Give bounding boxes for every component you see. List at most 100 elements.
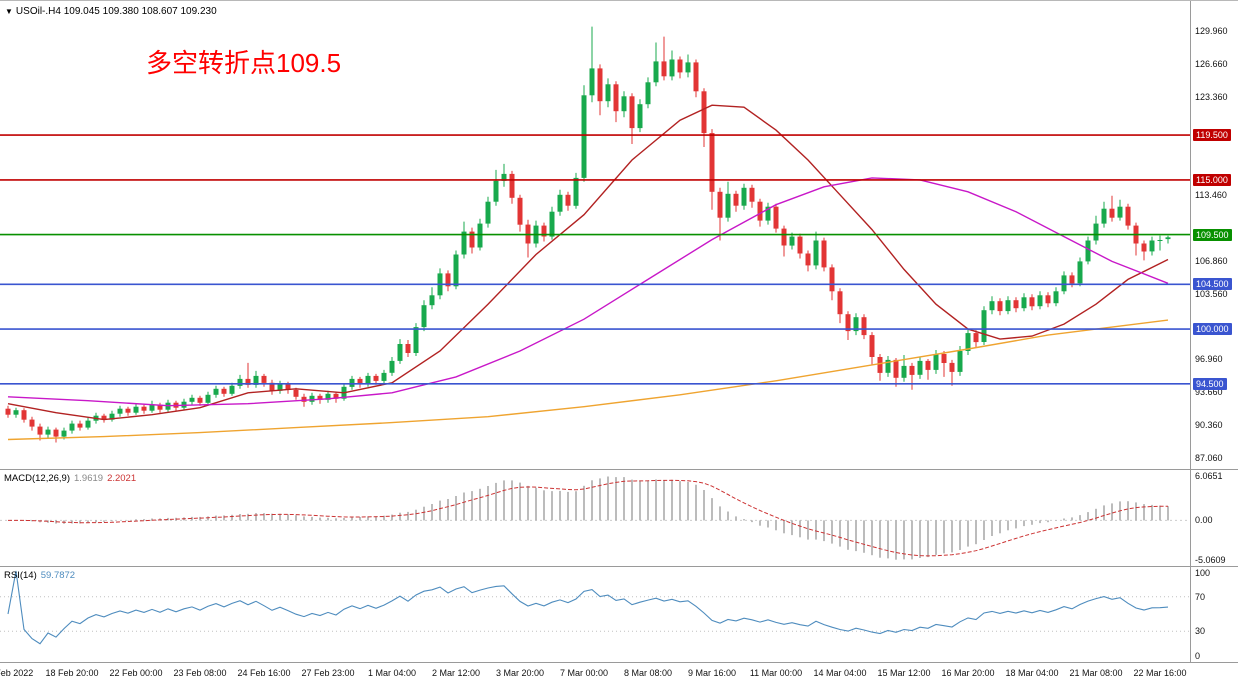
candle-body <box>421 305 427 328</box>
candle-body <box>565 194 571 206</box>
candle-body <box>1037 295 1043 307</box>
candle-body <box>1157 240 1163 241</box>
candle-body <box>429 295 435 306</box>
candle-body <box>581 95 587 178</box>
time-axis-label: 24 Feb 16:00 <box>237 668 291 678</box>
candle-body <box>197 397 203 403</box>
candle-body <box>1021 297 1027 309</box>
candle-body <box>765 206 771 221</box>
candle-body <box>245 378 251 385</box>
candle-body <box>477 223 483 248</box>
macd-axis-label: 0.00 <box>1195 515 1213 526</box>
ma-mid-line <box>7 177 1169 407</box>
candle-body <box>205 394 211 403</box>
candle-body <box>1061 275 1067 292</box>
time-axis-label: 9 Mar 16:00 <box>687 668 737 678</box>
candle-body <box>261 375 267 383</box>
candle-body <box>621 96 627 112</box>
macd-chart-canvas[interactable] <box>0 470 1190 566</box>
quote-bar: ▼ USOil-.H4 109.045 109.380 108.607 109.2… <box>5 6 217 17</box>
candle-body <box>661 61 667 77</box>
candle-body <box>613 84 619 112</box>
candle-body <box>725 193 731 218</box>
candle-body <box>229 385 235 394</box>
candle-body <box>485 201 491 224</box>
candle-body <box>557 194 563 212</box>
candle-body <box>301 396 307 402</box>
candle-body <box>973 333 979 343</box>
candle-body <box>901 365 907 378</box>
candle-body <box>629 96 635 129</box>
time-axis-label: 8 Mar 08:00 <box>623 668 673 678</box>
candle-body <box>549 211 555 237</box>
candle-body <box>5 408 11 415</box>
price-chart-canvas[interactable] <box>0 1 1190 469</box>
chart-annotation-text[interactable]: 多空转折点109.5 <box>146 48 342 78</box>
candle-body <box>861 317 867 336</box>
ma-slow-line <box>7 319 1169 441</box>
level-price-badge: 109.500 <box>1193 228 1232 241</box>
candle-body <box>909 365 915 375</box>
rsi-chart-canvas[interactable] <box>0 567 1190 662</box>
candle-body <box>317 395 323 400</box>
candle-body <box>589 68 595 96</box>
candle-body <box>605 84 611 102</box>
candle-body <box>309 395 315 402</box>
time-axis-label: 7 Mar 00:00 <box>559 668 609 678</box>
candle-body <box>357 378 363 384</box>
time-axis-label: 3 Mar 20:00 <box>495 668 545 678</box>
candle-body <box>405 344 411 353</box>
candle-body <box>573 177 579 206</box>
candle-body <box>461 231 467 255</box>
candle-body <box>293 389 299 397</box>
candle-body <box>541 225 547 237</box>
candle-body <box>1053 291 1059 304</box>
price-axis-label: 93.660 <box>1195 387 1223 398</box>
candle-body <box>325 393 331 400</box>
candle-body <box>349 378 355 387</box>
candle-body <box>445 273 451 287</box>
candle-body <box>997 301 1003 312</box>
candle-body <box>373 375 379 381</box>
candle-body <box>221 388 227 394</box>
candle-body <box>1125 206 1131 226</box>
candle-body <box>253 375 259 385</box>
level-price-badge: 104.500 <box>1193 278 1232 291</box>
time-axis-label: 16 Mar 20:00 <box>941 668 995 678</box>
candle-body <box>941 354 947 363</box>
candle-body <box>77 423 83 428</box>
macd-signal-line <box>8 479 1168 557</box>
time-axis-label: 15 Mar 12:00 <box>877 668 931 678</box>
candle-body <box>757 201 763 221</box>
candle-body <box>493 180 499 202</box>
candle-body <box>933 354 939 370</box>
candle-body <box>365 375 371 384</box>
time-axis-label: 21 Mar 08:00 <box>1069 668 1123 678</box>
candle-body <box>53 429 59 437</box>
candle-body <box>469 231 475 248</box>
candle-body <box>117 408 123 414</box>
candle-body <box>693 62 699 92</box>
candle-body <box>853 317 859 332</box>
candle-body <box>1029 297 1035 307</box>
price-axis: 129.960 126.660 123.360 113.460 106.860 103.5… <box>1190 1 1238 469</box>
candle-body <box>869 335 875 357</box>
rsi-panel: RSI(14) 59.7872 100 70 30 0 <box>0 567 1238 663</box>
candle-body <box>189 397 195 402</box>
candle-body <box>813 240 819 266</box>
candle-body <box>157 404 163 410</box>
macd-panel: MACD(12,26,9) 1.9619 2.2021 6.0651 0.00 -5.0… <box>0 470 1238 567</box>
time-axis[interactable]: 17 Feb 2022 18 Feb 20:00 22 Feb 00:00 23 Fe… <box>0 663 1238 683</box>
price-axis-label: 123.360 <box>1195 91 1228 102</box>
candle-body <box>653 61 659 83</box>
candle-body <box>21 410 27 420</box>
candle-body <box>85 420 91 428</box>
time-axis-label: 11 Mar 00:00 <box>749 668 803 678</box>
candle-body <box>277 383 283 391</box>
candle-body <box>885 359 891 373</box>
time-axis-label: 18 Mar 04:00 <box>1005 668 1059 678</box>
candle-body <box>1077 261 1083 284</box>
candle-body <box>133 406 139 413</box>
chevron-down-icon[interactable]: ▼ <box>5 7 13 16</box>
candle-body <box>701 91 707 134</box>
